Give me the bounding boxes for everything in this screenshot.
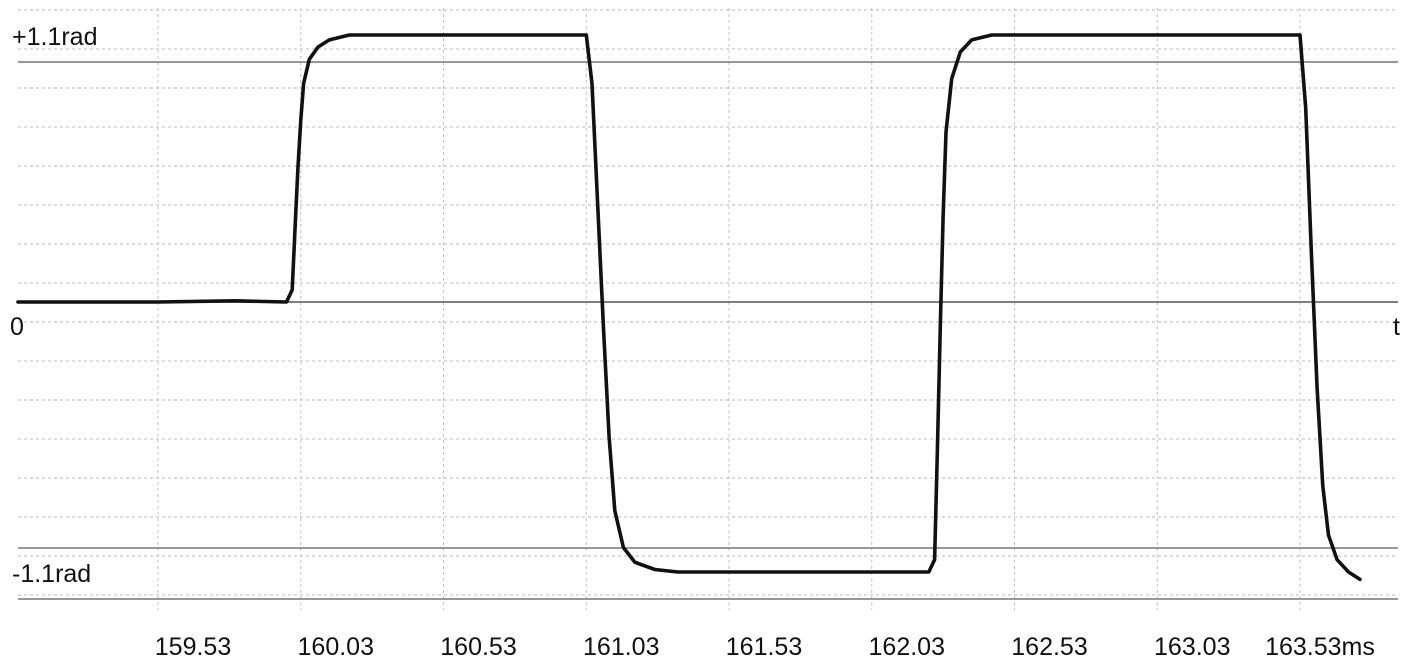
x-tick-label: 163.53ms <box>1265 633 1375 661</box>
x-tick-labels: 159.53 160.03 160.53 161.03 161.53 162.03 162.… <box>155 633 1375 661</box>
y-max-label: +1.1rad <box>12 23 98 51</box>
waveform-line <box>16 33 1362 582</box>
chart-grid <box>18 8 1398 610</box>
x-tick-label: 160.03 <box>298 633 374 661</box>
reference-lines <box>18 61 1398 600</box>
x-tick-label: 161.53 <box>726 633 802 661</box>
x-tick-label: 161.03 <box>583 633 659 661</box>
plot-area <box>16 33 1362 582</box>
y-min-label: -1.1rad <box>12 560 91 588</box>
time-axis-label: t <box>1393 313 1400 341</box>
x-tick-label: 159.53 <box>155 633 231 661</box>
x-tick-label: 162.03 <box>869 633 945 661</box>
x-tick-label: 162.53 <box>1011 633 1087 661</box>
y-zero-label: 0 <box>10 313 24 341</box>
x-tick-label: 163.03 <box>1154 633 1230 661</box>
x-tick-label: 160.53 <box>440 633 516 661</box>
